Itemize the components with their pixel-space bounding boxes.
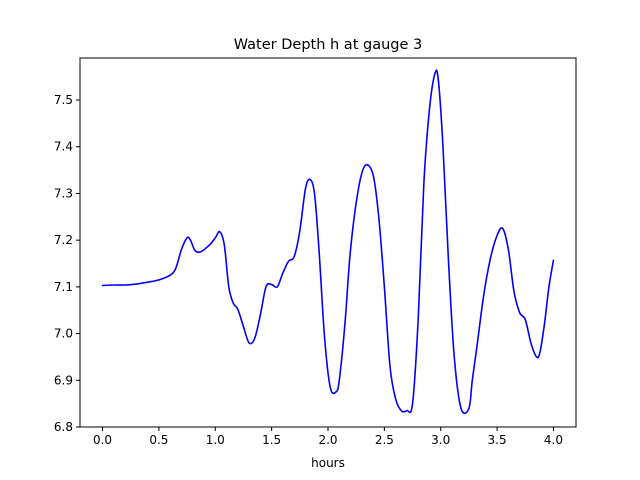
x-tick-label: 2.5: [375, 433, 394, 447]
y-tick-label: 7.0: [54, 327, 73, 341]
plot-area-frame: [79, 57, 577, 428]
x-tick-label: 3.0: [431, 433, 450, 447]
y-tick-label: 7.3: [54, 186, 73, 200]
y-tick-label: 7.4: [54, 140, 73, 154]
x-tick-label: 1.5: [262, 433, 281, 447]
chart-title: Water Depth h at gauge 3: [234, 37, 422, 53]
y-axis-ticks: 6.8 6.9 7.0 7.1 7.2 7.3 7.4 7.5: [54, 93, 80, 434]
x-tick-label: 4.0: [544, 433, 563, 447]
y-tick-label: 7.2: [54, 233, 73, 247]
x-tick-label: 0.5: [149, 433, 168, 447]
x-axis-ticks: 0.0 0.5 1.0 1.5 2.0 2.5 3.0 3.5 4.0: [93, 427, 563, 447]
x-tick-label: 2.0: [318, 433, 337, 447]
x-axis-label: hours: [311, 456, 345, 470]
y-tick-label: 6.8: [54, 420, 73, 434]
y-tick-label: 6.9: [54, 373, 73, 387]
y-tick-label: 7.5: [54, 93, 73, 107]
y-tick-label: 7.1: [54, 280, 73, 294]
water-depth-line: [101, 69, 555, 415]
x-tick-label: 1.0: [206, 433, 225, 447]
x-tick-label: 3.5: [488, 433, 507, 447]
x-tick-label: 0.0: [93, 433, 112, 447]
